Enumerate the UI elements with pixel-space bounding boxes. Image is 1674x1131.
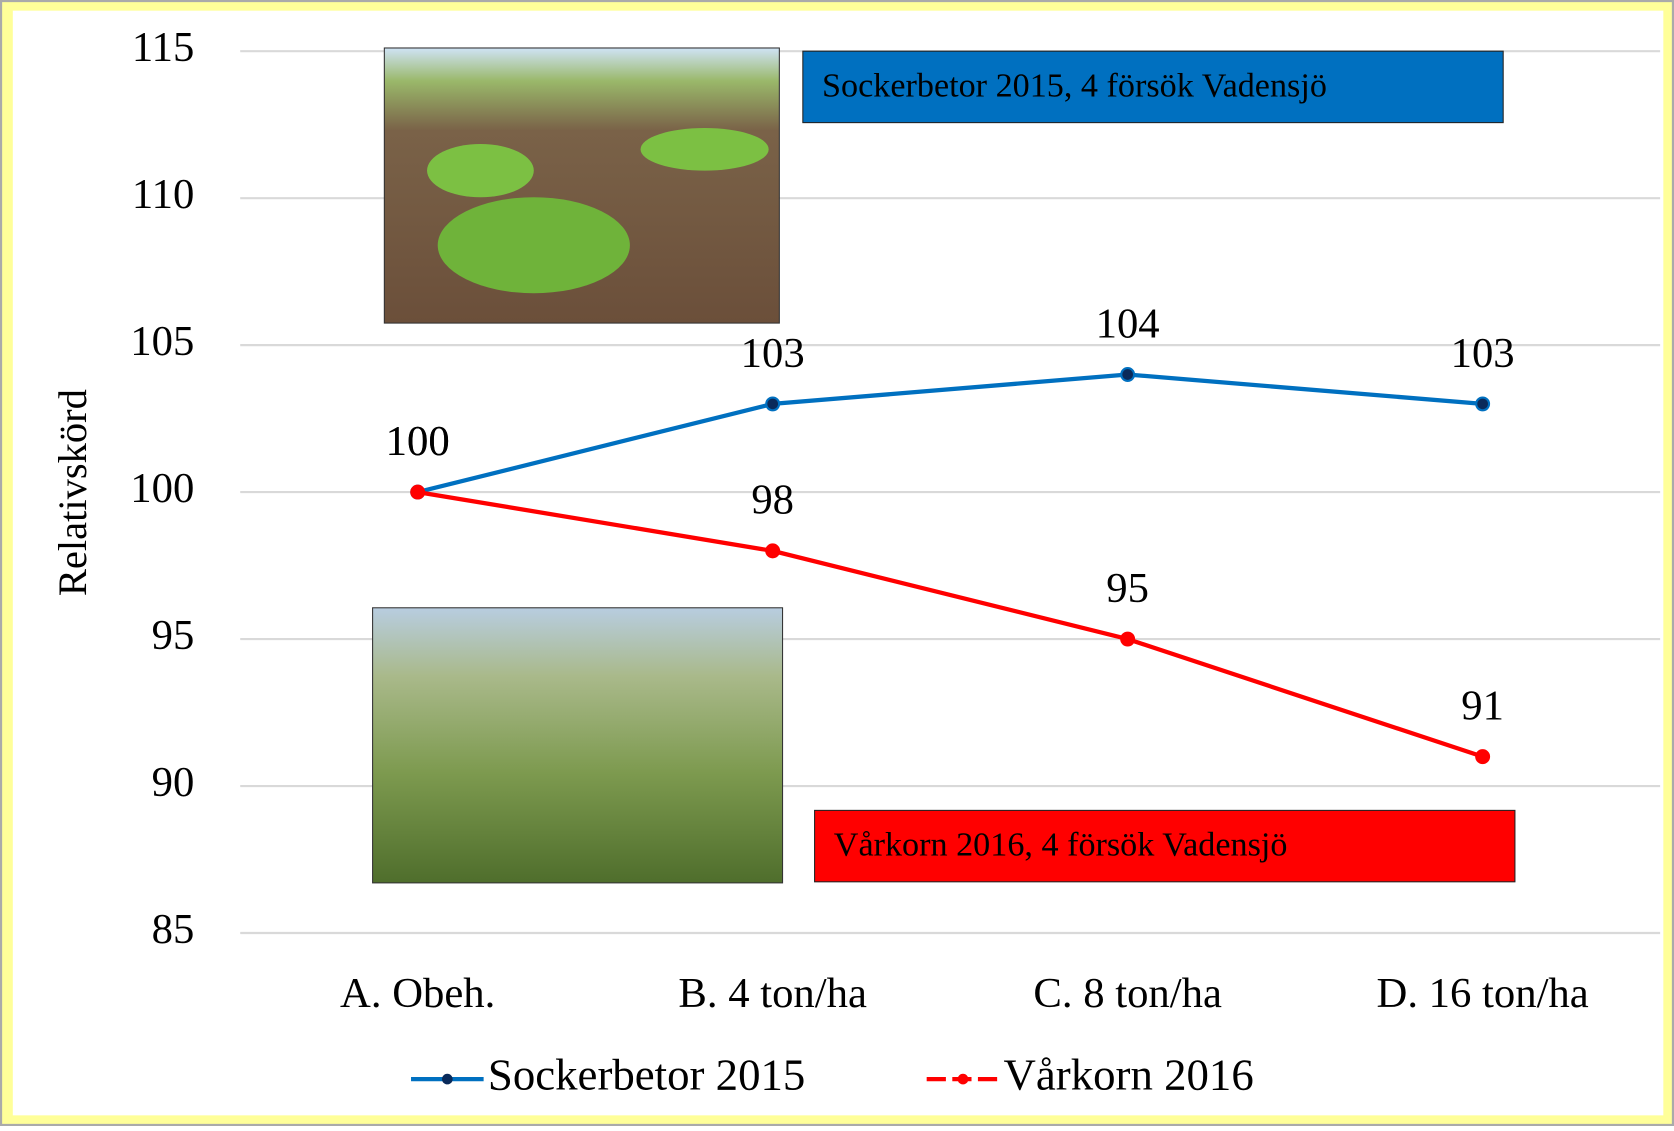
point	[766, 544, 779, 557]
y-tick-label: 95	[152, 612, 195, 659]
photo-leaves	[427, 144, 534, 197]
legend-marker	[442, 1074, 453, 1085]
photo-leaves	[438, 197, 630, 293]
y-tick-label: 115	[132, 24, 194, 71]
data-label: 91	[1461, 683, 1504, 730]
x-tick-label: B. 4 ton/ha	[678, 970, 867, 1017]
y-tick-label: 110	[132, 171, 194, 218]
y-tick-label: 105	[130, 318, 194, 365]
point	[1476, 398, 1489, 411]
y-tick-label: 85	[152, 906, 195, 953]
y-tick-label: 100	[130, 465, 194, 512]
point	[766, 398, 779, 411]
data-label: 98	[751, 477, 794, 524]
y-axis-label: Relativskörd	[50, 389, 95, 596]
photo-barley	[373, 608, 783, 883]
page: Sockerbetor 2015, 4 försök Vadensjö Vårk…	[0, 0, 1674, 1126]
point	[1121, 368, 1134, 381]
data-label: 103	[741, 330, 805, 377]
photo-leaves	[641, 128, 769, 171]
data-label: 104	[1096, 300, 1160, 347]
point	[1121, 633, 1134, 646]
annotation: Sockerbetor 2015, 4 försök Vadensjö	[822, 67, 1327, 104]
legend-label: Sockerbetor 2015	[488, 1049, 805, 1099]
data-label: 95	[1106, 565, 1149, 612]
x-tick-label: D. 16 ton/ha	[1377, 970, 1589, 1017]
x-tick-label: A. Obeh.	[340, 970, 495, 1017]
data-label: 100	[386, 418, 450, 465]
point	[411, 486, 424, 499]
chart: Sockerbetor 2015, 4 försök Vadensjö Vårk…	[0, 0, 1674, 1126]
plot-area	[13, 11, 1664, 1116]
legend-label: Vårkorn 2016	[1004, 1049, 1254, 1099]
y-tick-label: 90	[152, 759, 195, 806]
x-tick-label: C. 8 ton/ha	[1033, 970, 1222, 1017]
annotation: Vårkorn 2016, 4 försök Vadensjö	[834, 827, 1288, 864]
point	[1476, 750, 1489, 763]
data-label: 103	[1451, 330, 1515, 377]
legend-marker	[958, 1074, 969, 1085]
